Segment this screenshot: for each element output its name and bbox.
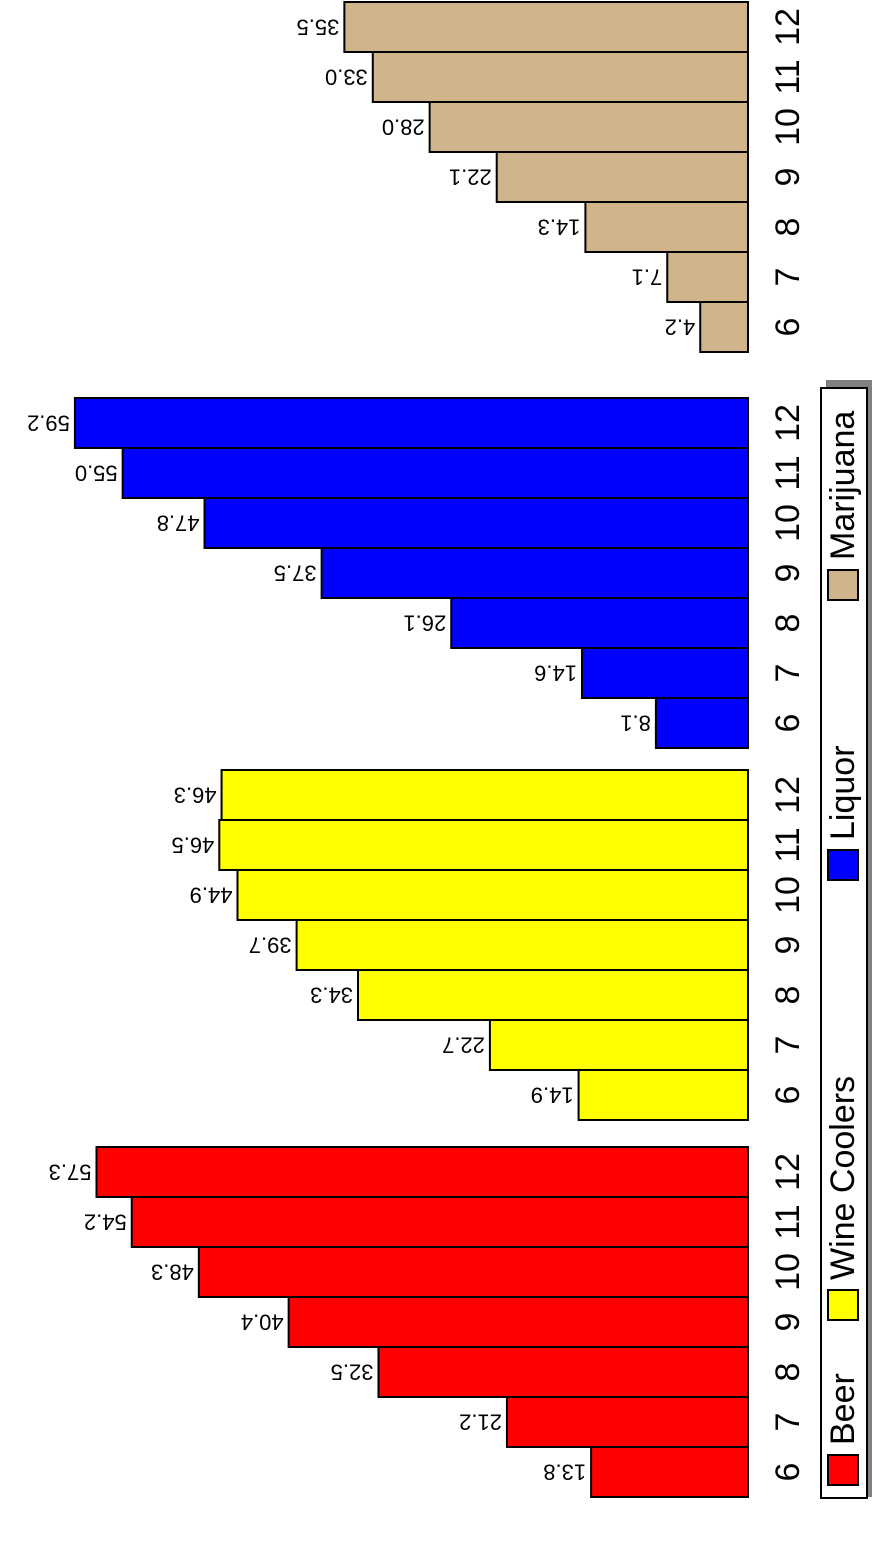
- bar-marijuana-11: [371, 51, 749, 103]
- category-tick-label: 9: [769, 564, 807, 583]
- category-tick-label: 6: [769, 714, 807, 733]
- bar-marijuana-10: [428, 101, 749, 153]
- bar-marijuana-9: [495, 151, 749, 203]
- bar-beer-8: [377, 1346, 749, 1398]
- value-label: 7.1: [632, 265, 663, 290]
- bar-liquor-7: [580, 647, 749, 699]
- legend: Beer Wine Coolers Liquor Marijuana: [820, 380, 872, 1499]
- legend-label: Wine Coolers: [824, 1076, 862, 1280]
- value-label: 54.2: [84, 1210, 127, 1235]
- bar-beer-6: [590, 1446, 749, 1498]
- value-label: 35.5: [297, 15, 340, 40]
- value-label: 46.3: [174, 783, 217, 808]
- value-label: 46.5: [171, 833, 214, 858]
- value-label: 14.6: [534, 661, 577, 686]
- category-tick-label: 10: [769, 108, 807, 146]
- bar-wine-coolers-9: [295, 919, 749, 971]
- value-label: 44.9: [190, 883, 233, 908]
- value-label: 13.8: [543, 1460, 586, 1485]
- category-tick-label: 12: [769, 1153, 807, 1191]
- bar-beer-9: [287, 1296, 749, 1348]
- bar-wine-coolers-7: [488, 1019, 749, 1071]
- bar-liquor-6: [654, 697, 750, 749]
- value-label: 33.0: [325, 65, 368, 90]
- bar-marijuana-8: [584, 201, 749, 253]
- legend-label: Marijuana: [824, 411, 862, 560]
- value-label: 40.4: [241, 1310, 284, 1335]
- value-label: 48.3: [151, 1260, 194, 1285]
- legend-swatch-beer: [827, 1454, 859, 1486]
- category-tick-label: 6: [769, 1463, 807, 1482]
- category-tick-label: 6: [769, 1086, 807, 1105]
- value-label: 22.1: [449, 165, 492, 190]
- category-tick-label: 7: [769, 1413, 807, 1432]
- legend-label: Liquor: [824, 745, 862, 840]
- category-tick-label: 7: [769, 1036, 807, 1055]
- category-tick-label: 12: [769, 8, 807, 46]
- legend-swatch-liquor: [827, 849, 859, 881]
- value-label: 4.2: [665, 315, 696, 340]
- bar-beer-10: [197, 1246, 750, 1298]
- category-tick-label: 8: [769, 614, 807, 633]
- bar-beer-12: [95, 1146, 749, 1198]
- bar-liquor-8: [450, 597, 749, 649]
- panel-marijuana: 4.2 6 7.1 7 14.3 8 22.1 9 28.0 10 33.0 11 35.5 12: [297, 1, 807, 353]
- category-tick-label: 9: [769, 936, 807, 955]
- value-label: 55.0: [75, 461, 118, 486]
- category-tick-label: 10: [769, 504, 807, 542]
- value-label: 57.3: [49, 1160, 92, 1185]
- panel-wine-coolers: 14.9 6 22.7 7 34.3 8 39.7 9 44.9 10 46.5 11 46.3 12: [171, 769, 807, 1121]
- category-tick-label: 9: [769, 1313, 807, 1332]
- category-tick-label: 8: [769, 986, 807, 1005]
- value-label: 37.5: [274, 561, 317, 586]
- category-tick-label: 12: [769, 404, 807, 442]
- bar-liquor-11: [121, 447, 749, 499]
- bar-wine-coolers-8: [357, 969, 749, 1021]
- category-tick-label: 10: [769, 1253, 807, 1291]
- value-label: 32.5: [331, 1360, 374, 1385]
- bar-wine-coolers-11: [218, 819, 750, 871]
- panel-liquor: 8.1 6 14.6 7 26.1 8 37.5 9 47.8 10 55.0 11 59.2 12: [27, 397, 807, 749]
- bar-wine-coolers-6: [577, 1069, 749, 1121]
- value-label: 47.8: [157, 511, 200, 536]
- value-label: 14.9: [531, 1083, 574, 1108]
- category-tick-label: 11: [769, 59, 807, 94]
- category-tick-label: 8: [769, 218, 807, 237]
- value-label: 28.0: [382, 115, 425, 140]
- category-tick-label: 9: [769, 168, 807, 187]
- bar-beer-7: [505, 1396, 749, 1448]
- bar-marijuana-6: [699, 301, 749, 353]
- value-label: 59.2: [27, 411, 70, 436]
- legend-swatch-marijuana: [827, 569, 859, 601]
- bar-beer-11: [130, 1196, 750, 1248]
- category-tick-label: 7: [769, 268, 807, 287]
- legend-label: Beer: [824, 1373, 862, 1445]
- legend-swatch-wine-coolers: [827, 1289, 859, 1321]
- category-tick-label: 7: [769, 664, 807, 683]
- bar-liquor-12: [73, 397, 749, 449]
- category-tick-label: 12: [769, 776, 807, 814]
- value-label: 34.3: [310, 983, 353, 1008]
- value-label: 39.7: [249, 933, 292, 958]
- panel-beer: 13.8 6 21.2 7 32.5 8 40.4 9 48.3 10 54.2 11 57.3 12: [49, 1146, 807, 1498]
- value-label: 22.7: [442, 1033, 485, 1058]
- category-tick-label: 11: [769, 827, 807, 862]
- value-label: 14.3: [538, 215, 581, 240]
- value-label: 26.1: [403, 611, 446, 636]
- category-tick-label: 11: [769, 455, 807, 490]
- value-label: 8.1: [620, 711, 651, 736]
- bar-liquor-10: [203, 497, 750, 549]
- bar-marijuana-12: [343, 1, 749, 53]
- category-tick-label: 11: [769, 1204, 807, 1239]
- category-tick-label: 10: [769, 876, 807, 914]
- bar-wine-coolers-10: [236, 869, 749, 921]
- bar-liquor-9: [320, 547, 749, 599]
- category-tick-label: 8: [769, 1363, 807, 1382]
- bar-wine-coolers-12: [220, 769, 750, 821]
- bar-marijuana-7: [666, 251, 750, 303]
- value-label: 21.2: [459, 1410, 502, 1435]
- category-tick-label: 6: [769, 318, 807, 337]
